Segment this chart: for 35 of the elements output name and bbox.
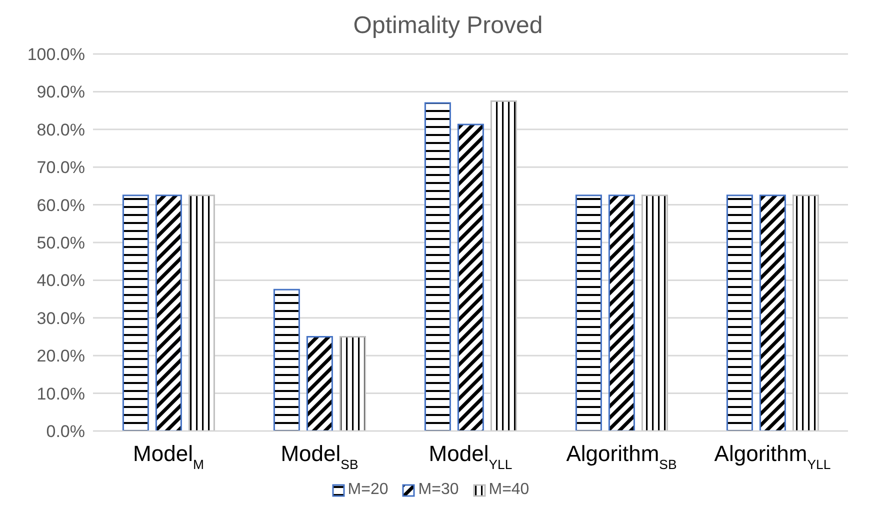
bar [188,194,215,431]
x-tick-label: Model$_{M}$ [133,441,204,472]
bar [608,194,635,431]
x-tick-label: Algorithm$_{YLL}$ [714,441,831,472]
y-tick-label: 90.0% [36,82,85,102]
bar [424,102,451,431]
y-tick-label: 50.0% [36,234,85,253]
y-tick-label: 0.0% [46,422,85,442]
bar [306,336,333,431]
x-tick-label: Algorithm$_{SB}$ [566,441,677,472]
x-tick-label: Model$_{SB}$ [280,441,358,472]
chart-title: Optimality Proved [352,11,544,41]
legend-label: M=30 [417,481,459,499]
y-tick-label: 80.0% [36,120,85,140]
bar [759,194,786,431]
bar [726,194,753,431]
bar [792,194,819,431]
y-tick-label: 10.0% [36,384,85,404]
bar [575,194,602,431]
bar [457,124,484,431]
bar [641,194,668,431]
bar [273,288,300,431]
y-tick-label: 60.0% [36,196,85,215]
y-tick-label: 30.0% [36,308,85,328]
y-tick-label: 100.0% [27,45,85,64]
legend-label: M=40 [488,481,530,499]
legend-label: M=20 [346,481,388,499]
y-tick-label: 70.0% [36,158,85,178]
bar [155,194,182,431]
x-tick-label: Model$_{YLL}$ [428,441,512,472]
y-tick-label: 40.0% [36,271,85,290]
bar [122,194,149,431]
bar [339,336,366,431]
bar [490,100,517,431]
y-tick-label: 20.0% [36,346,85,366]
